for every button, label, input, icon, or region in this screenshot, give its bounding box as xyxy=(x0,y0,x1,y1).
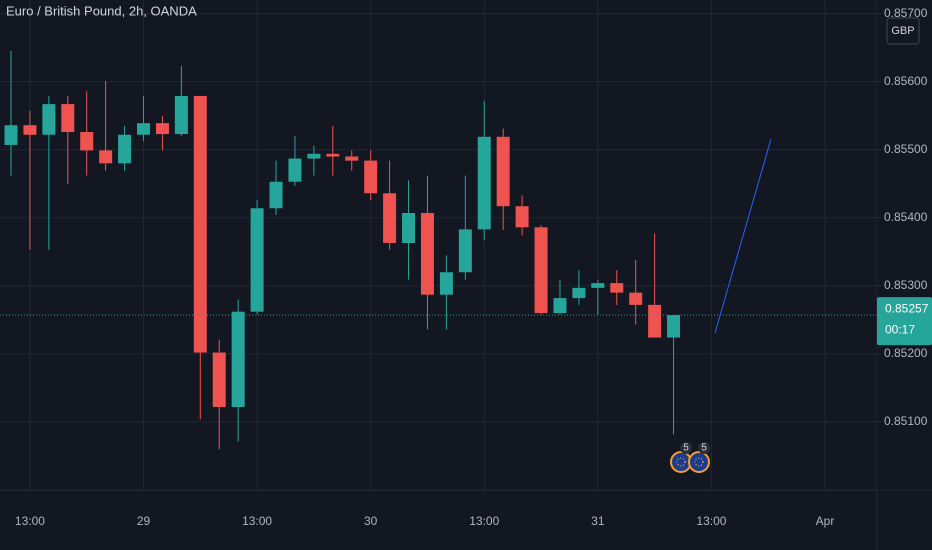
candle-body xyxy=(61,104,75,133)
candle-body xyxy=(402,213,416,243)
candle-body xyxy=(515,206,529,228)
candle-body xyxy=(439,272,453,295)
candle-body xyxy=(118,134,132,164)
candle-body xyxy=(345,156,359,161)
x-axis: 13:00 29 13:00 30 13:00 31 13:00 Apr xyxy=(15,514,834,528)
x-tick-label: 29 xyxy=(137,514,151,528)
x-tick-label: 13:00 xyxy=(469,514,499,528)
candle-body xyxy=(572,287,586,299)
candle-body xyxy=(667,315,681,338)
grid xyxy=(0,0,877,490)
candle-body xyxy=(629,292,643,305)
y-tick-label: 0.85400 xyxy=(884,210,928,224)
currency-label[interactable]: GBP xyxy=(891,25,914,37)
candle-body xyxy=(610,283,624,293)
candle-body xyxy=(383,193,397,243)
y-tick-label: 0.85700 xyxy=(884,6,928,20)
event-count: 5 xyxy=(701,443,707,454)
candle-body xyxy=(99,150,113,164)
candle-body xyxy=(193,95,207,353)
trend-line-drawing xyxy=(714,138,772,334)
event-icon-dot xyxy=(676,457,686,467)
y-axis-panel xyxy=(877,0,932,490)
x-tick-label: Apr xyxy=(816,514,835,528)
candle-body xyxy=(496,136,510,207)
event-icon xyxy=(688,451,710,473)
candle-body xyxy=(288,158,302,182)
candle-body xyxy=(4,125,18,145)
currency-button[interactable] xyxy=(886,17,920,45)
event-icon-dot xyxy=(694,457,704,467)
chart-title: Euro / British Pound, 2h, OANDA xyxy=(6,3,197,18)
event-count: 5 xyxy=(683,443,689,454)
y-tick-label: 0.85600 xyxy=(884,74,928,88)
candle-body xyxy=(174,95,188,135)
price-badge: 0.85257 00:17 xyxy=(877,297,932,346)
candle-body xyxy=(591,283,605,288)
candle-body xyxy=(458,229,472,273)
y-axis: 0.85100 0.85200 0.85300 0.85400 0.85500 0.856… xyxy=(877,6,928,428)
y-tick-label: 0.85300 xyxy=(884,278,928,292)
event-count-bg xyxy=(698,442,710,454)
candle-body xyxy=(80,132,94,151)
event-count-bg xyxy=(680,442,692,454)
x-tick-label: 13:00 xyxy=(696,514,726,528)
x-tick-label: 30 xyxy=(364,514,378,528)
candle-body xyxy=(477,136,491,230)
candle-body xyxy=(212,352,226,407)
y-tick-label: 0.85100 xyxy=(884,414,928,428)
x-tick-label: 13:00 xyxy=(242,514,272,528)
candle-body xyxy=(420,213,434,295)
candle-body xyxy=(42,104,56,135)
candle-body xyxy=(231,311,245,407)
candle-body xyxy=(364,160,378,194)
y-tick-label: 0.85200 xyxy=(884,346,928,360)
x-tick-label: 31 xyxy=(591,514,605,528)
last-price-badge xyxy=(877,297,932,346)
candle-body xyxy=(250,208,264,312)
y-tick-label: 0.85500 xyxy=(884,142,928,156)
candle-body xyxy=(534,227,548,314)
candle-body xyxy=(326,153,340,157)
candle-body xyxy=(553,298,567,314)
candles xyxy=(0,51,877,450)
candle-body xyxy=(137,123,151,135)
x-tick-label: 13:00 xyxy=(15,514,45,528)
candle-body xyxy=(648,304,662,338)
last-price-label: 0.85257 xyxy=(885,301,929,315)
candle-body xyxy=(269,181,283,209)
candle-body xyxy=(23,125,37,135)
candle-body xyxy=(307,153,321,159)
countdown-label: 00:17 xyxy=(885,322,915,336)
candle-body xyxy=(155,123,169,135)
